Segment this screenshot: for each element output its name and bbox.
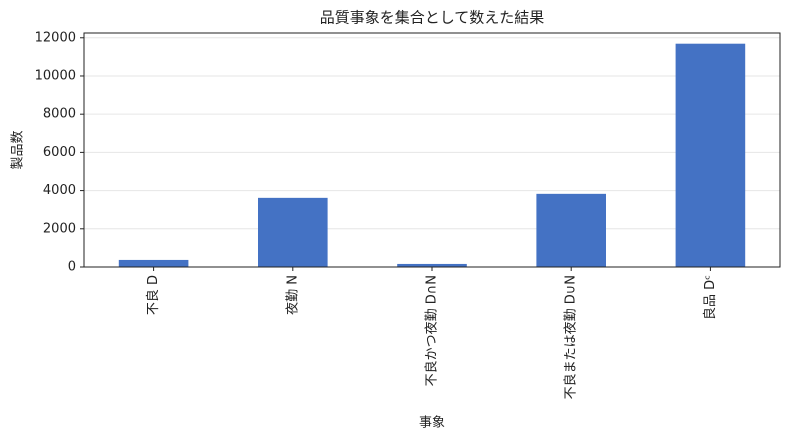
x-tick-label: 不良 D	[145, 275, 161, 315]
bar	[258, 197, 328, 267]
plot-frame	[83, 32, 781, 268]
y-tick-label: 2000	[43, 221, 76, 236]
y-tick-label: 4000	[43, 183, 76, 198]
y-tick-label: 8000	[43, 107, 76, 122]
x-tick-label: 夜勤 N	[285, 275, 300, 315]
y-tick-label: 10000	[35, 68, 76, 83]
bar	[675, 43, 746, 267]
x-axis-label: 事象	[419, 416, 445, 431]
y-axis-label: 製品数	[11, 130, 26, 169]
y-tick-label: 12000	[35, 30, 76, 45]
chart-title: 品質事象を集合として数えた結果	[320, 9, 545, 27]
y-tick-label: 0	[68, 260, 76, 275]
x-tick-label: 不良または夜勤 D∪N	[563, 275, 579, 399]
bar	[536, 193, 606, 267]
bar	[118, 259, 189, 267]
bar	[397, 263, 467, 267]
x-tick-label: 不良かつ夜勤 D∩N	[424, 275, 440, 386]
x-tick-label: 良品 Dᶜ	[702, 275, 718, 320]
y-tick-label: 6000	[43, 145, 76, 160]
